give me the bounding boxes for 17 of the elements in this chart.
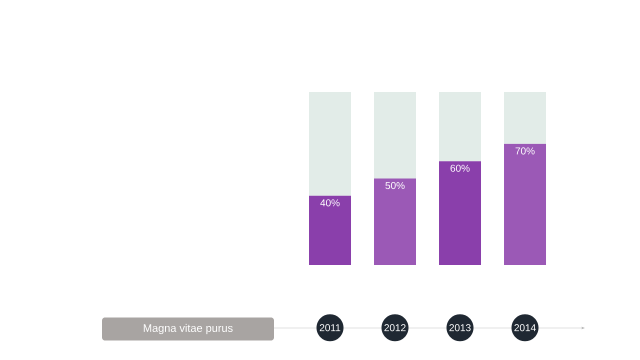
bar [504, 144, 546, 265]
bar [439, 92, 482, 162]
bar [374, 92, 416, 178]
bar [309, 92, 352, 196]
x-tick-label: 2013 [449, 324, 471, 332]
x-tick-label: 2014 [514, 324, 536, 332]
data-label: 60% [450, 164, 470, 172]
text: Magna vitae purus [144, 324, 233, 334]
bar [504, 92, 546, 144]
data-label: 50% [385, 182, 405, 190]
bar [309, 196, 352, 265]
data-label: 40% [320, 199, 340, 206]
x-tick-label: 2011 [320, 324, 340, 332]
bar [439, 161, 482, 265]
data-label: 70% [516, 147, 535, 154]
x-tick-label: 2012 [384, 324, 406, 332]
bar [374, 178, 416, 265]
